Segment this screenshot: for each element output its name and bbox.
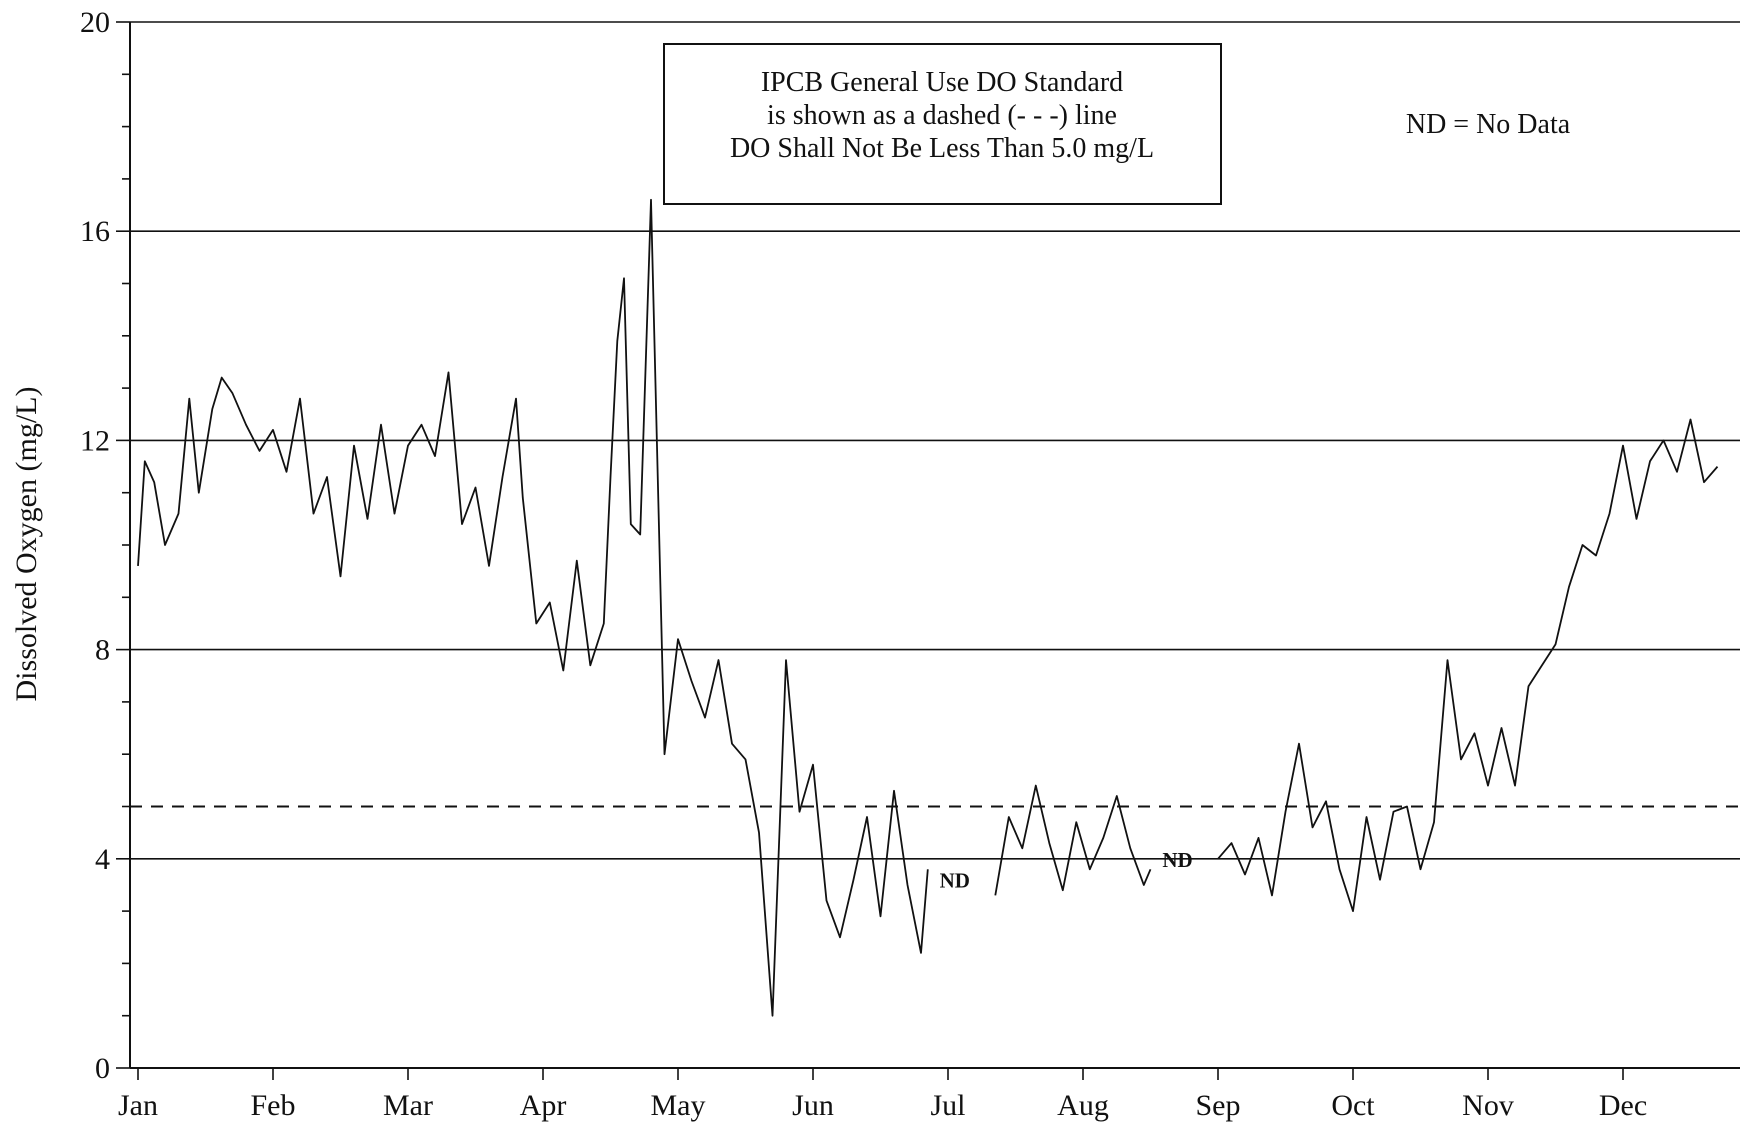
y-tick-label-12: 12 [80,424,110,457]
x-tick-label-nov: Nov [1462,1089,1514,1122]
x-tick-label-jun: Jun [792,1089,834,1122]
nd-label-2: ND [1162,848,1192,872]
do-series-line-segment-1 [137,198,929,1017]
nd-legend-note: ND = No Data [1406,109,1571,140]
x-tick-label-oct: Oct [1331,1089,1375,1122]
y-tick-label-8: 8 [95,634,110,667]
y-tick-label-0: 0 [95,1052,110,1085]
nd-labels: ND ND [940,848,1193,893]
grid-layer [130,21,1740,860]
annotation-box: IPCB General Use DO Standard is shown as… [663,43,1222,205]
y-tick-label-4: 4 [95,843,110,876]
x-tick-labels: Jan Feb Mar Apr May Jun Jul Aug Sep Oct Nov Dec [118,1089,1647,1122]
x-tick-label-dec: Dec [1599,1089,1647,1122]
y-tick-label-16: 16 [80,215,110,248]
x-tick-label-may: May [651,1089,706,1122]
x-tick-label-jul: Jul [930,1089,965,1122]
annotation-line-2: is shown as a dashed (- - -) line [767,100,1117,131]
x-tick-label-sep: Sep [1196,1089,1241,1122]
do-series-line-segment-3 [1217,418,1719,912]
annotation-box-frame [663,43,1222,205]
x-tick-label-mar: Mar [383,1089,433,1122]
nd-label-1: ND [940,869,970,893]
x-tick-label-feb: Feb [251,1089,296,1122]
y-axis-label: Dissolved Oxygen (mg/L) [10,387,43,702]
axes-layer [116,21,1740,1080]
y-tick-label-20: 20 [80,6,110,39]
x-tick-label-apr: Apr [520,1089,567,1122]
do-series-line-segment-2 [994,784,1152,896]
annotation-line-3: DO Shall Not Be Less Than 5.0 mg/L [730,133,1154,164]
x-tick-label-aug: Aug [1057,1089,1109,1122]
annotation-line-1: IPCB General Use DO Standard [761,67,1123,98]
y-tick-labels: 0 4 8 12 16 20 [80,6,110,1085]
series-layer [137,198,1719,1017]
x-tick-label-jan: Jan [118,1089,158,1122]
